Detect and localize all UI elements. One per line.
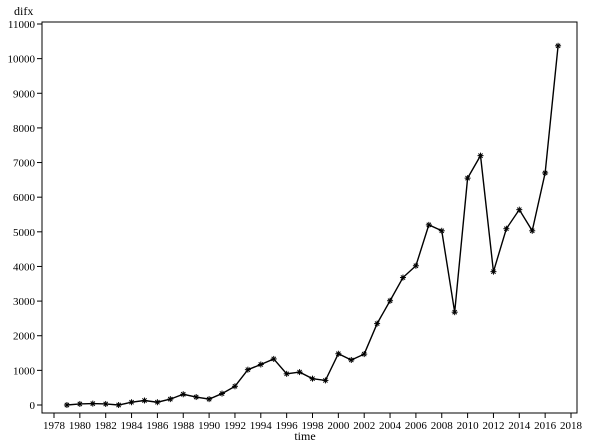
data-point (154, 399, 161, 406)
data-point (231, 383, 238, 390)
data-point (399, 274, 406, 281)
data-point (322, 377, 329, 384)
x-tick-label: 1988 (172, 420, 195, 432)
y-tick-label: 1000 (13, 365, 36, 377)
y-tick-label: 4000 (13, 261, 36, 273)
y-tick-label: 9000 (13, 88, 36, 100)
x-tick-label: 2012 (482, 420, 504, 432)
x-tick-label: 1990 (198, 420, 221, 432)
data-point (141, 397, 148, 404)
x-tick-label: 2002 (353, 420, 375, 432)
x-tick-label: 1994 (250, 420, 273, 432)
data-point (451, 309, 458, 316)
x-tick-label: 1992 (224, 420, 246, 432)
data-point (270, 355, 277, 362)
x-tick-label: 1986 (146, 420, 169, 432)
x-tick-label: 2004 (379, 420, 402, 432)
data-point (348, 356, 355, 363)
x-tick-label: 1980 (69, 420, 92, 432)
data-point (516, 206, 523, 213)
y-tick-label: 10000 (8, 54, 36, 66)
data-point (102, 400, 109, 407)
data-point (542, 169, 549, 176)
data-point (477, 152, 484, 159)
y-tick-label: 7000 (13, 158, 36, 170)
x-tick-label: 1984 (121, 420, 144, 432)
y-tick-label: 3000 (13, 296, 36, 308)
data-point (76, 400, 83, 407)
y-tick-label: 8000 (13, 123, 36, 135)
data-point (464, 175, 471, 182)
data-point (63, 402, 70, 408)
data-point (167, 396, 174, 403)
data-point (89, 400, 96, 407)
series-line (66, 45, 559, 406)
data-point (425, 221, 432, 228)
plot-frame (41, 21, 578, 414)
x-tick-label: 2018 (560, 420, 583, 432)
data-point (193, 394, 200, 401)
data-point (374, 320, 381, 327)
y-tick-label: 0 (30, 400, 36, 412)
data-point (283, 370, 290, 377)
data-point (529, 227, 536, 234)
data-point (387, 297, 394, 304)
x-axis: 1978 1980 1982 1984 1986 1988 1990 1992 1994 1996… (43, 413, 583, 432)
data-point (244, 366, 251, 373)
data-point (361, 351, 368, 358)
x-tick-label: 2008 (431, 420, 454, 432)
x-tick-label: 2000 (327, 420, 350, 432)
y-tick-label: 6000 (13, 192, 36, 204)
data-point (309, 375, 316, 382)
x-axis-label: time (294, 429, 315, 443)
data-point (438, 227, 445, 234)
data-point (128, 399, 135, 406)
data-point (555, 42, 562, 49)
x-tick-label: 1998 (302, 420, 325, 432)
x-tick-label: 2010 (457, 420, 480, 432)
data-point (490, 268, 497, 275)
data-point (335, 350, 342, 357)
data-point (257, 361, 264, 368)
data-point (180, 391, 187, 398)
y-tick-label: 11000 (8, 19, 36, 31)
y-axis: 0 1000 2000 3000 4000 5000 6000 7000 8000 9000 100… (8, 19, 42, 412)
x-tick-label: 2014 (508, 420, 531, 432)
y-tick-label: 5000 (13, 227, 36, 239)
data-point (296, 369, 303, 376)
x-tick-label: 2006 (405, 420, 428, 432)
data-point (503, 225, 510, 232)
x-tick-label: 2016 (534, 420, 557, 432)
x-tick-label: 1982 (95, 420, 117, 432)
data-point (206, 396, 213, 403)
x-tick-label: 1996 (276, 420, 299, 432)
x-tick-label: 1978 (43, 420, 66, 432)
y-axis-label: difx (14, 4, 33, 18)
data-point (412, 262, 419, 269)
data-point (219, 390, 226, 397)
data-points (63, 42, 562, 408)
data-point (115, 402, 122, 408)
y-tick-label: 2000 (13, 331, 36, 343)
